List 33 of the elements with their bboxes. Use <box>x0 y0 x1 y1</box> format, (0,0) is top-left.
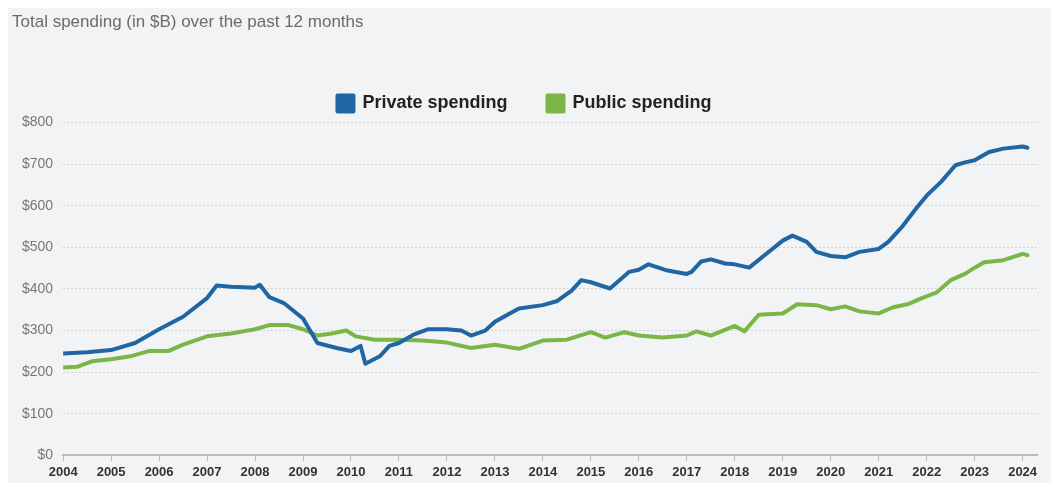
x-tick-label: 2018 <box>720 463 750 479</box>
x-tick-label: 2016 <box>624 463 654 479</box>
x-tick-label: 2013 <box>480 463 510 479</box>
x-tick-label: 2012 <box>432 463 462 479</box>
y-tick-label: $200 <box>21 363 54 380</box>
x-tick-label: 2014 <box>528 463 559 479</box>
y-tick-label: $300 <box>21 321 54 338</box>
x-tick-label: 2022 <box>912 463 942 479</box>
x-tick-label: 2008 <box>240 463 270 479</box>
x-tick-label: 2004 <box>48 463 79 479</box>
y-tick-label: $100 <box>21 404 54 421</box>
legend-label: Private spending <box>362 92 508 113</box>
x-tick-label: 2021 <box>864 463 894 479</box>
x-tick-label: 2017 <box>672 463 702 479</box>
y-tick-label: $500 <box>21 238 54 255</box>
y-tick-label: $400 <box>21 279 54 296</box>
y-tick-label: $0 <box>37 446 54 463</box>
x-tick-label: 2019 <box>768 463 798 479</box>
x-tick-label: 2006 <box>144 463 174 479</box>
legend-label: Public spending <box>572 92 712 113</box>
x-tick-label: 2009 <box>288 463 318 479</box>
x-tick-label: 2007 <box>192 463 222 479</box>
y-tick-label: $700 <box>21 154 54 171</box>
y-tick-label: $800 <box>21 113 54 130</box>
x-tick-label: 2023 <box>960 463 990 479</box>
x-tick-label: 2011 <box>384 463 414 479</box>
x-tick-label: 2020 <box>816 463 846 479</box>
x-tick-label: 2015 <box>576 463 606 479</box>
chart-title: Total spending (in $B) over the past 12 months <box>12 11 364 31</box>
x-tick-label: 2005 <box>96 463 126 479</box>
y-tick-label: $600 <box>21 196 54 213</box>
x-tick-label: 2010 <box>336 463 366 479</box>
x-tick-label: 2024 <box>1008 463 1038 479</box>
